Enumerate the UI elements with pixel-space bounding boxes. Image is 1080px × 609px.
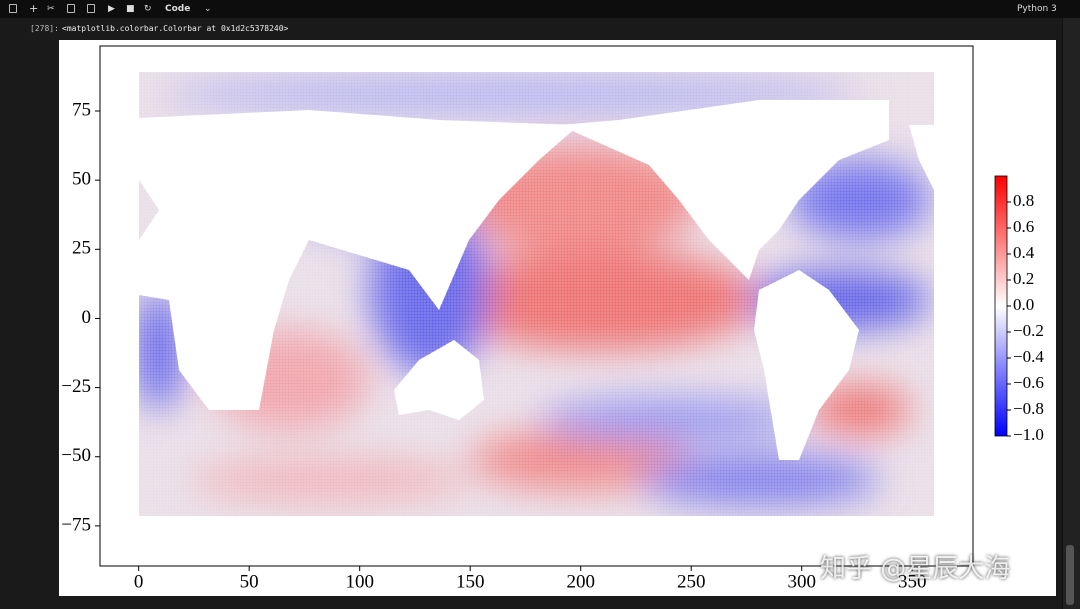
paste-button[interactable] [87, 4, 95, 13]
field [139, 72, 934, 516]
run-button[interactable]: ▶ [108, 4, 115, 14]
y-tick-label: 50 [72, 169, 91, 190]
colorbar-tick-label: 0.6 [1013, 217, 1034, 236]
y-tick-label: −50 [61, 445, 91, 466]
stop-button[interactable]: ■ [126, 4, 135, 14]
y-tick-label: −75 [61, 514, 91, 535]
x-tick-label: 250 [677, 571, 706, 592]
save-button[interactable] [9, 4, 17, 13]
colorbar-tick-label: −0.8 [1013, 399, 1044, 418]
colorbar-tick-label: 0.4 [1013, 243, 1035, 262]
add-cell-button[interactable]: + [29, 2, 39, 15]
colorbar-tick-label: 0.8 [1013, 191, 1034, 210]
x-tick-label: 350 [898, 571, 927, 592]
land [139, 100, 934, 460]
restart-button[interactable]: ↻ [144, 4, 152, 14]
toolbar: + ✂ ▶ ■ ↻ Code ⌄ Python 3 [0, 0, 1080, 18]
scrollbar-thumb[interactable] [1066, 545, 1074, 605]
figure: 0 50 100 150 200 250 300 350 −75 −50 −25 0 25 50 75 −1.… [59, 40, 1056, 596]
copy-button[interactable] [67, 4, 75, 13]
colorbar-tick-label: −0.2 [1013, 321, 1044, 340]
colorbar-tick-label: 0.0 [1013, 295, 1034, 314]
scrollbar[interactable] [1063, 18, 1080, 609]
x-tick-label: 200 [566, 571, 595, 592]
y-tick-label: 75 [72, 99, 91, 120]
cut-button[interactable]: ✂ [47, 4, 55, 14]
colorbar-tick-label: 0.2 [1013, 269, 1034, 288]
colorbar-tick-label: −0.4 [1013, 347, 1044, 366]
y-tick-label: −25 [61, 376, 91, 397]
plot-frame [99, 45, 974, 567]
x-tick-label: 100 [345, 571, 374, 592]
y-tick-label: 25 [72, 238, 91, 259]
output-text: <matplotlib.colorbar.Colorbar at 0x1d2c5… [62, 24, 289, 33]
dropdown-arrow[interactable]: ⌄ [204, 4, 212, 14]
cell-type-dropdown[interactable]: Code [165, 4, 191, 14]
x-tick-label: 150 [456, 571, 485, 592]
x-tick-label: 50 [240, 571, 259, 592]
kernel-name: Python 3 [1017, 4, 1057, 14]
watermark: 知乎 @星辰大海 [820, 554, 1011, 584]
colorbar-tick-label: −1.0 [1013, 425, 1044, 444]
x-tick-label: 0 [134, 571, 144, 592]
y-tick-label: 0 [82, 307, 92, 328]
colorbar [994, 175, 1008, 437]
output-prompt: [278]: [30, 24, 59, 33]
x-tick-label: 300 [787, 571, 816, 592]
colorbar-tick-label: −0.6 [1013, 373, 1044, 392]
